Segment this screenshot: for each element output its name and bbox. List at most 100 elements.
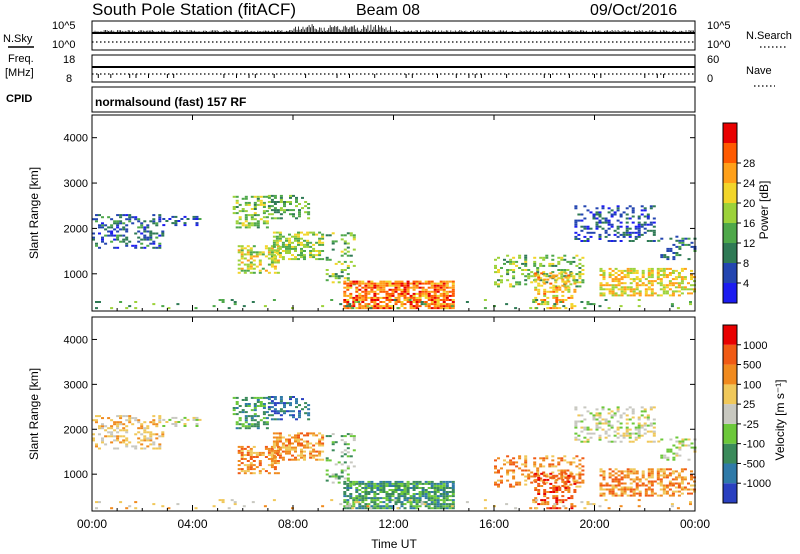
echo-cell: [412, 305, 416, 308]
echo-cell: [465, 501, 469, 504]
echo-cell: [506, 260, 510, 263]
echo-cell: [680, 292, 684, 295]
echo-cell: [92, 439, 95, 442]
echo-cell: [143, 228, 147, 231]
echo-cell: [303, 440, 306, 443]
echo-cell: [369, 307, 373, 310]
echo-cell: [632, 267, 636, 270]
echo-cell: [668, 280, 672, 283]
echo-cell: [537, 489, 541, 491]
echo-cell: [152, 421, 156, 424]
echo-cell: [364, 296, 368, 299]
echo-cell: [128, 421, 132, 424]
echo-cell: [671, 272, 675, 274]
echo-cell: [309, 231, 313, 234]
echo-cell: [537, 482, 541, 485]
echo-cell: [632, 470, 636, 473]
echo-cell: [439, 294, 443, 297]
echo-cell: [92, 238, 95, 241]
echo-cell: [546, 501, 550, 504]
echo-cell: [403, 485, 407, 487]
echo-cell: [445, 280, 449, 283]
echo-cell: [442, 280, 446, 283]
echo-cell: [433, 499, 437, 502]
echo-cell: [631, 221, 635, 224]
echo-cell: [361, 290, 365, 293]
echo-cell: [265, 195, 269, 198]
echo-cell: [418, 497, 422, 500]
echo-cell: [421, 482, 425, 485]
echo-cell: [276, 253, 280, 256]
echo-cell: [641, 474, 645, 477]
echo-cell: [607, 219, 611, 222]
echo-cell: [370, 501, 374, 504]
echo-cell: [250, 396, 254, 399]
echo-cell: [276, 447, 280, 450]
colorbar-tick-label: 16: [743, 218, 755, 230]
echo-cell: [343, 242, 347, 245]
echo-cell: [545, 457, 549, 460]
y-tick-label: 1000: [64, 469, 88, 481]
echo-cell: [614, 278, 618, 281]
echo-cell: [640, 406, 644, 409]
echo-cell: [604, 229, 608, 232]
echo-cell: [376, 499, 380, 502]
echo-cell: [415, 307, 419, 310]
echo-cell: [512, 471, 516, 474]
echo-cell: [249, 472, 253, 475]
echo-cell: [674, 490, 678, 493]
echo-cell: [580, 440, 584, 443]
echo-cell: [330, 299, 334, 301]
echo-cell: [267, 472, 271, 475]
echo-cell: [110, 234, 114, 237]
echo-cell: [598, 238, 602, 240]
echo-cell: [337, 461, 341, 464]
echo-cell: [361, 505, 365, 508]
echo-cell: [352, 503, 356, 506]
echo-cell: [119, 234, 123, 237]
time-axis: 00:00 04:00 08:00 12:00 16:00 20:00 00:00: [77, 115, 710, 531]
echo-cell: [349, 286, 353, 289]
echo-cell: [465, 301, 469, 303]
echo-cell: [146, 224, 150, 227]
echo-cell: [403, 487, 407, 489]
echo-cell: [690, 478, 693, 481]
echo-cell: [506, 471, 510, 474]
echo-cell: [521, 469, 525, 472]
echo-cell: [662, 488, 666, 491]
echo-cell: [674, 286, 678, 289]
echo-cell: [619, 422, 623, 425]
echo-cell: [279, 194, 283, 197]
echo-cell: [152, 423, 156, 426]
echo-cell: [433, 294, 437, 297]
echo-cell: [249, 257, 253, 260]
echo-cell: [546, 478, 550, 481]
echo-cell: [666, 450, 670, 453]
echo-cell: [671, 478, 675, 481]
echo-cell: [346, 279, 350, 282]
echo-cell: [400, 301, 404, 303]
echo-cell: [283, 404, 286, 407]
echo-cell: [361, 507, 365, 510]
echo-cell: [155, 447, 159, 450]
echo-cell: [512, 461, 516, 464]
echo-cell: [545, 281, 549, 284]
echo-cell: [253, 415, 257, 418]
echo-cell: [687, 288, 690, 291]
echo-cell: [659, 478, 663, 481]
echo-cell: [608, 472, 612, 475]
echo-cell: [592, 217, 596, 220]
echo-cell: [497, 283, 500, 286]
echo-cell: [586, 410, 590, 413]
echo-cell: [143, 230, 147, 233]
echo-cell: [140, 447, 144, 450]
echo-cell: [158, 242, 162, 245]
echo-cell: [143, 435, 147, 438]
echo-cell: [540, 272, 544, 275]
echo-cell: [640, 205, 644, 208]
echo-cell: [497, 285, 500, 288]
echo-cell: [430, 480, 434, 483]
echo-cell: [558, 286, 562, 289]
echo-cell: [552, 474, 556, 477]
echo-cell: [532, 499, 536, 502]
